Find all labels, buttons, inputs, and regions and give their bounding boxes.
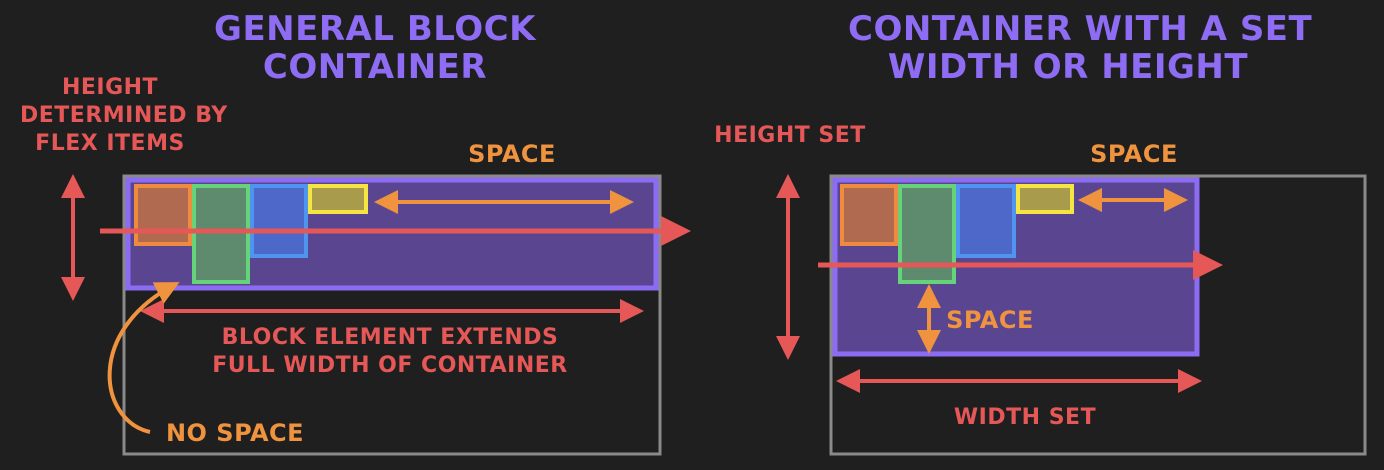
left-title: GENERAL BLOCK CONTAINER [175,10,575,86]
height-label-line3: FLEX ITEMS [35,131,185,156]
flex-item-yellow-right [1016,184,1074,214]
block-label-line1: BLOCK ELEMENT EXTENDS [221,325,559,350]
flex-item-yellow-left [308,184,368,214]
flex-item-green-left [192,184,250,284]
block-label-line2: FULL WIDTH OF CONTAINER [212,353,568,378]
right-title: CONTAINER WITH A SET WIDTH OR HEIGHT [848,9,1313,87]
flex-item-blue-left [250,184,308,258]
width-set-label: WIDTH SET [953,405,1097,430]
height-label-line1: HEIGHT [61,75,159,100]
no-space-label: NO SPACE [165,419,305,447]
right-title-line1: CONTAINER WITH A SET [848,9,1313,49]
left-title-line2: CONTAINER [262,47,488,87]
flex-item-blue-right [956,184,1016,258]
outer-container-left [122,174,662,456]
flex-item-orange-right [840,184,898,246]
space-label-right-bottom: SPACE [946,306,1034,334]
height-label-line2: DETERMINED BY [20,103,228,128]
block-extends-label: BLOCK ELEMENT EXTENDS FULL WIDTH OF CONT… [190,324,590,380]
flex-item-green-right [898,184,956,284]
flex-item-orange-left [134,184,192,246]
right-title-line2: WIDTH OR HEIGHT [887,47,1249,87]
no-space-curved-arrow [107,282,180,434]
left-title-line1: GENERAL BLOCK [214,9,536,49]
height-determined-label: HEIGHT DETERMINED BY FLEX ITEMS [20,74,228,158]
height-set-label: HEIGHT SET [714,123,866,148]
outer-container-right [829,174,1367,456]
space-label-right-top: SPACE [1090,140,1178,168]
space-label-left: SPACE [468,140,556,168]
